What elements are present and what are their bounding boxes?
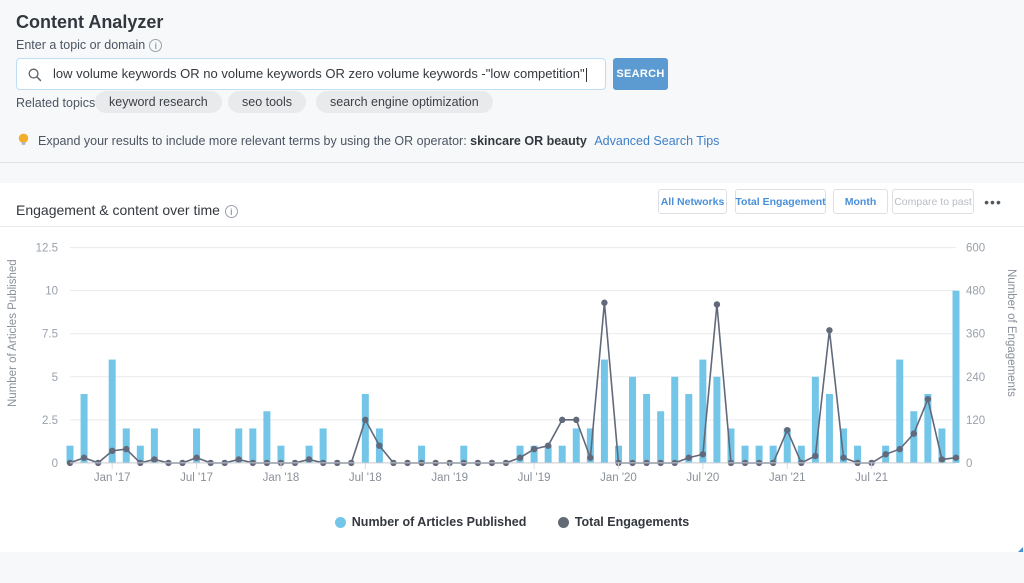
svg-text:Jul '19: Jul '19 bbox=[518, 472, 551, 484]
svg-text:Jan '19: Jan '19 bbox=[431, 472, 468, 484]
svg-text:Jan '17: Jan '17 bbox=[94, 472, 131, 484]
svg-text:5: 5 bbox=[52, 372, 58, 384]
svg-text:7.5: 7.5 bbox=[42, 329, 58, 341]
svg-text:2.5: 2.5 bbox=[42, 415, 58, 427]
svg-text:480: 480 bbox=[966, 286, 985, 298]
svg-text:0: 0 bbox=[966, 458, 972, 470]
svg-text:600: 600 bbox=[966, 243, 985, 255]
svg-text:Jul '20: Jul '20 bbox=[686, 472, 719, 484]
svg-text:120: 120 bbox=[966, 415, 985, 427]
svg-text:240: 240 bbox=[966, 372, 985, 384]
svg-text:Jan '18: Jan '18 bbox=[263, 472, 300, 484]
svg-text:0: 0 bbox=[52, 458, 58, 470]
svg-text:Jul '21: Jul '21 bbox=[855, 472, 888, 484]
svg-text:Jan '20: Jan '20 bbox=[600, 472, 637, 484]
svg-text:12.5: 12.5 bbox=[36, 243, 58, 255]
svg-text:10: 10 bbox=[45, 286, 58, 298]
svg-text:360: 360 bbox=[966, 329, 985, 341]
svg-text:Jul '18: Jul '18 bbox=[349, 472, 382, 484]
svg-text:Jul '17: Jul '17 bbox=[180, 472, 213, 484]
svg-text:Jan '21: Jan '21 bbox=[769, 472, 806, 484]
